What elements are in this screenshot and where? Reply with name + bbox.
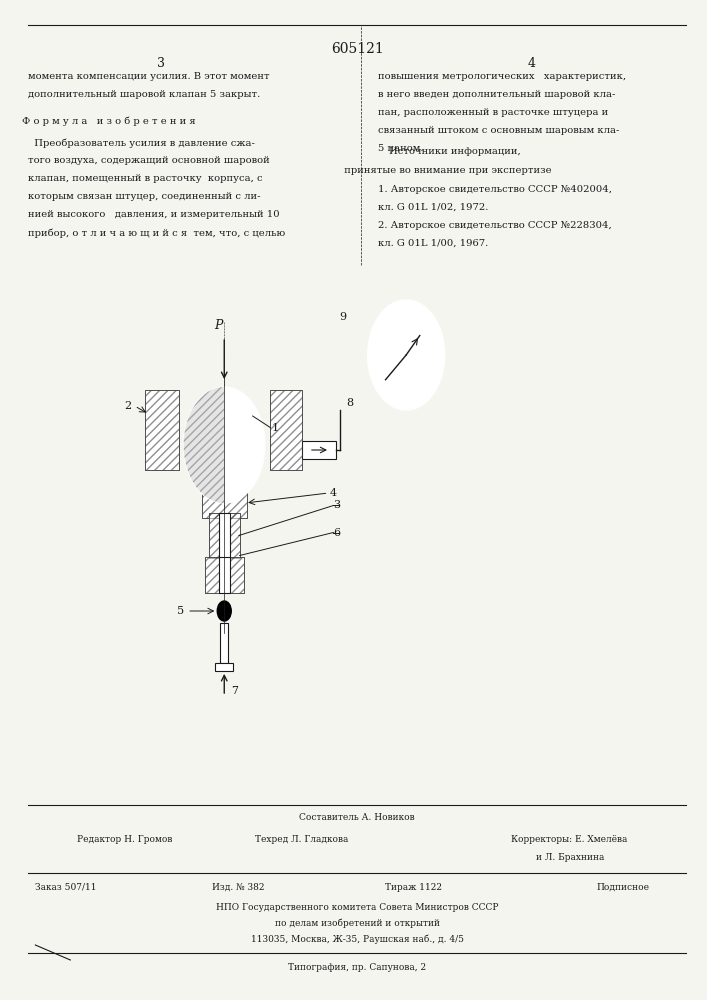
- Bar: [204, 557, 244, 593]
- Text: кл. G 01L 1/02, 1972.: кл. G 01L 1/02, 1972.: [378, 203, 489, 212]
- Text: Подписное: Подписное: [597, 883, 650, 892]
- Bar: [270, 390, 302, 470]
- Text: Преобразователь усилия в давление сжа-: Преобразователь усилия в давление сжа-: [28, 138, 255, 147]
- Bar: [220, 623, 228, 663]
- Text: Редактор Н. Громов: Редактор Н. Громов: [77, 835, 173, 844]
- Text: 2. Авторское свидетельство СССР №228304,: 2. Авторское свидетельство СССР №228304,: [378, 221, 612, 230]
- Text: 7: 7: [231, 686, 238, 696]
- Text: 3: 3: [334, 500, 341, 510]
- Text: Типография, пр. Сапунова, 2: Типография, пр. Сапунова, 2: [288, 963, 426, 972]
- Text: 5 паном.: 5 паном.: [378, 144, 423, 153]
- Circle shape: [368, 300, 445, 410]
- Text: Составитель А. Новиков: Составитель А. Новиков: [299, 813, 415, 822]
- Bar: [209, 513, 240, 558]
- Text: Источники информации,: Источники информации,: [390, 147, 521, 156]
- Text: 3: 3: [157, 57, 165, 70]
- Text: 4: 4: [330, 488, 337, 498]
- Text: нией высокого   давления, и измерительный 10: нией высокого давления, и измерительный …: [28, 210, 280, 219]
- Text: кл. G 01L 1/00, 1967.: кл. G 01L 1/00, 1967.: [378, 239, 489, 248]
- Text: в него введен дополнительный шаровой кла-: в него введен дополнительный шаровой кла…: [378, 90, 616, 99]
- Text: 605121: 605121: [331, 42, 384, 56]
- Text: Изд. № 382: Изд. № 382: [212, 883, 264, 892]
- Text: принятые во внимание при экспертизе: принятые во внимание при экспертизе: [338, 166, 551, 175]
- Text: клапан, помещенный в расточку  корпуса, с: клапан, помещенный в расточку корпуса, с: [28, 174, 263, 183]
- Circle shape: [217, 601, 231, 621]
- Text: по делам изобретений и открытий: по делам изобретений и открытий: [275, 919, 440, 928]
- Bar: [218, 557, 230, 593]
- Text: повышения метрологических   характеристик,: повышения метрологических характеристик,: [378, 72, 626, 81]
- Text: Заказ 507/11: Заказ 507/11: [35, 883, 97, 892]
- Polygon shape: [184, 387, 224, 503]
- Bar: [145, 390, 179, 470]
- Text: 6: 6: [334, 527, 341, 537]
- Text: 4: 4: [528, 57, 536, 70]
- Text: 1: 1: [271, 423, 279, 433]
- Text: того воздуха, содержащий основной шаровой: того воздуха, содержащий основной шарово…: [28, 156, 270, 165]
- Text: 113035, Москва, Ж-35, Раушская наб., д. 4/5: 113035, Москва, Ж-35, Раушская наб., д. …: [251, 935, 464, 944]
- Text: P: P: [214, 319, 222, 332]
- Text: пан, расположенный в расточке штуцера и: пан, расположенный в расточке штуцера и: [378, 108, 609, 117]
- Bar: [270, 390, 302, 470]
- Bar: [209, 513, 240, 558]
- Text: момента компенсации усилия. В этот момент: момента компенсации усилия. В этот момен…: [28, 72, 270, 81]
- Bar: [215, 663, 233, 671]
- Text: НПО Государственного комитета Совета Министров СССР: НПО Государственного комитета Совета Мин…: [216, 903, 498, 912]
- Bar: [145, 390, 179, 470]
- Bar: [218, 513, 230, 558]
- Bar: [204, 557, 244, 593]
- Text: прибор, о т л и ч а ю щ и й с я  тем, что, с целью: прибор, о т л и ч а ю щ и й с я тем, что…: [28, 228, 286, 237]
- Bar: [202, 468, 247, 518]
- Text: которым связан штуцер, соединенный с ли-: которым связан штуцер, соединенный с ли-: [28, 192, 261, 201]
- Text: связанный штоком с основным шаровым кла-: связанный штоком с основным шаровым кла-: [378, 126, 619, 135]
- Text: 5: 5: [177, 606, 184, 616]
- Bar: [202, 468, 247, 518]
- Bar: [302, 441, 337, 459]
- Text: 1. Авторское свидетельство СССР №402004,: 1. Авторское свидетельство СССР №402004,: [378, 185, 612, 194]
- Text: дополнительный шаровой клапан 5 закрыт.: дополнительный шаровой клапан 5 закрыт.: [28, 90, 261, 99]
- Text: 2: 2: [124, 401, 132, 411]
- Text: Тираж 1122: Тираж 1122: [385, 883, 442, 892]
- Text: Техред Л. Гладкова: Техред Л. Гладкова: [255, 835, 348, 844]
- Text: и Л. Брахнина: и Л. Брахнина: [536, 853, 604, 862]
- Text: 9: 9: [339, 312, 346, 322]
- Circle shape: [184, 387, 265, 503]
- Text: Ф о р м у л а   и з о б р е т е н и я: Ф о р м у л а и з о б р е т е н и я: [22, 117, 196, 126]
- Text: Корректоры: Е. Хмелёва: Корректоры: Е. Хмелёва: [511, 835, 628, 844]
- Text: 8: 8: [346, 397, 354, 408]
